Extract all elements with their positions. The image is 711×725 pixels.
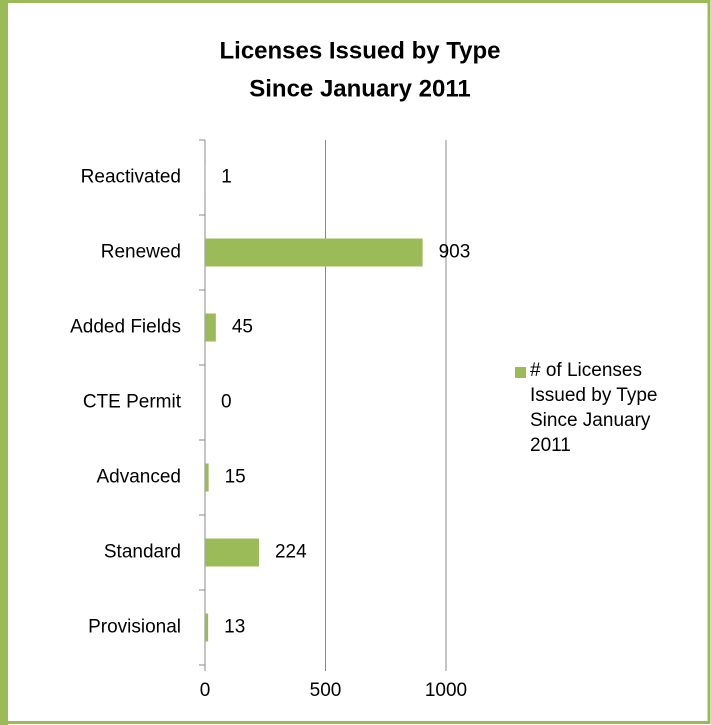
data-label: 13 [224, 617, 245, 638]
y-tick-label: Standard [104, 542, 181, 563]
y-tick-label: CTE Permit [83, 392, 182, 413]
x-tick-label: 500 [310, 680, 342, 701]
y-tick-label: Renewed [101, 242, 181, 263]
x-tick-label: 0 [200, 680, 211, 701]
data-label: 0 [221, 392, 232, 413]
y-tick-label: Reactivated [81, 167, 181, 188]
data-label: 903 [439, 242, 471, 263]
y-tick-label: Provisional [88, 617, 181, 638]
bar [205, 463, 209, 492]
data-label: 224 [275, 542, 307, 563]
chart-title: Since January 2011 [249, 75, 470, 102]
y-tick-label: Advanced [96, 467, 181, 488]
x-tick-label: 1000 [425, 680, 467, 701]
data-label: 45 [232, 317, 253, 338]
bar [205, 313, 216, 342]
y-tick-label: Added Fields [70, 317, 181, 338]
bar [205, 538, 259, 567]
legend-label: # of Licenses Issued by Type Since Janua… [530, 360, 658, 456]
data-label: 1 [221, 167, 232, 188]
bar [205, 238, 423, 267]
chart-title: Licenses Issued by Type [219, 37, 500, 64]
legend-swatch [515, 367, 526, 378]
bar [205, 613, 209, 642]
data-label: 15 [225, 467, 246, 488]
frame-left [0, 0, 8, 725]
